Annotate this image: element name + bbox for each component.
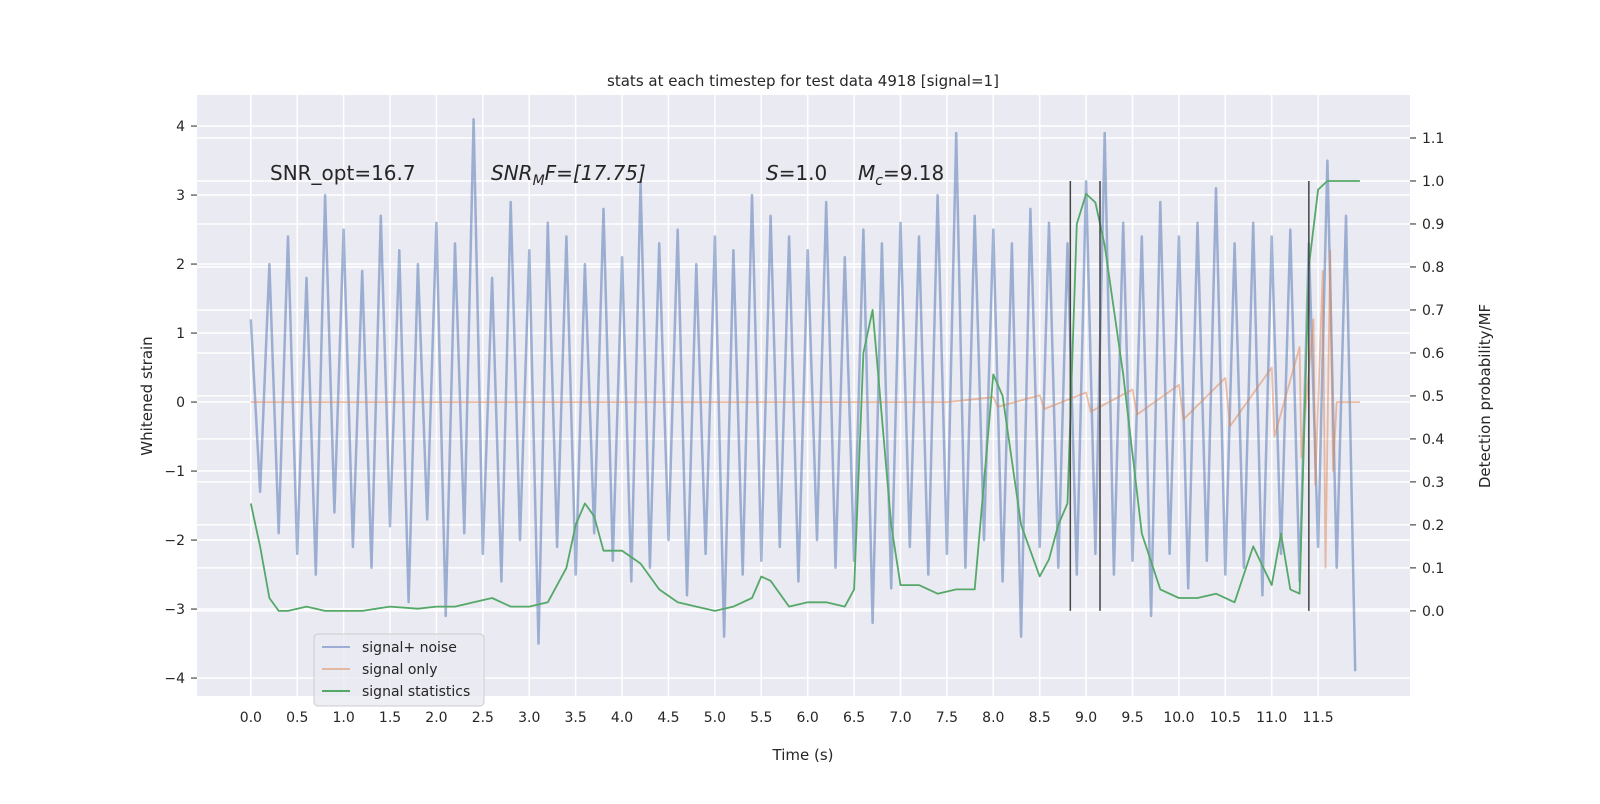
x-axis-label: Time (s) [772, 746, 834, 764]
y-tick-label: 3 [176, 188, 185, 204]
y2-tick-label: 0.3 [1422, 475, 1444, 491]
y-tick-label: 0 [176, 395, 185, 411]
y2-axis-label: Detection probability/MF [1476, 304, 1494, 488]
y2-tick-label: 0.8 [1422, 260, 1444, 276]
x-tick-label: 11.0 [1256, 710, 1287, 726]
x-tick-label: 9.0 [1075, 710, 1097, 726]
x-tick-label: 10.0 [1163, 710, 1194, 726]
annotation: Mc=9.18 [858, 161, 944, 189]
x-tick-label: 11.5 [1303, 710, 1334, 726]
legend-box [313, 633, 485, 707]
x-tick-label: 6.0 [797, 710, 819, 726]
annotation: SNR_opt=16.7 [270, 161, 416, 185]
x-tick-label: 7.0 [889, 710, 911, 726]
y2-tick-label: 0.1 [1422, 561, 1444, 577]
x-tick-label: 8.5 [1029, 710, 1051, 726]
y-tick-label: −1 [164, 464, 185, 480]
x-tick-label: 1.0 [333, 710, 355, 726]
annotation: S=1.0 [766, 161, 827, 185]
y2-tick-label: 0.7 [1422, 303, 1444, 319]
x-tick-label: 8.0 [982, 710, 1004, 726]
y2-tick-label: 0.2 [1422, 518, 1444, 534]
series-line [249, 180, 1360, 612]
annotation-text: =1.0 [779, 161, 828, 185]
annotation-text: SNR [491, 161, 533, 185]
annotation-text: S [766, 161, 779, 185]
y-tick-label: 4 [176, 119, 185, 135]
y2-tick-label: 0.4 [1422, 432, 1444, 448]
x-tick-label: 3.0 [518, 710, 540, 726]
y2-tick-label: 1.1 [1422, 131, 1444, 147]
annotation-text: SNR_opt=16.7 [270, 161, 416, 185]
x-tick-label: 7.5 [936, 710, 958, 726]
x-tick-label: 6.5 [843, 710, 865, 726]
x-tick-label: 5.0 [704, 710, 726, 726]
y-tick-label: −4 [164, 671, 185, 687]
series-line [249, 117, 1357, 672]
x-tick-label: 2.5 [472, 710, 494, 726]
y-tick-label: −3 [164, 602, 185, 618]
x-tick-label: 0.0 [240, 710, 262, 726]
x-tick-label: 3.5 [565, 710, 587, 726]
x-tick-label: 0.5 [286, 710, 308, 726]
y2-tick-label: 0.6 [1422, 346, 1444, 362]
x-tick-label: 2.0 [425, 710, 447, 726]
y-tick-label: 2 [176, 257, 185, 273]
x-tick-label: 5.5 [750, 710, 772, 726]
annotation-text: =9.18 [883, 161, 944, 185]
x-tick-label: 9.5 [1121, 710, 1143, 726]
y2-tick-label: 0.0 [1422, 604, 1444, 620]
legend-label: signal only [362, 662, 437, 678]
x-tick-label: 1.5 [379, 710, 401, 726]
annotation-text: F=[17.75] [545, 161, 646, 185]
x-tick-label: 4.0 [611, 710, 633, 726]
annotation: SNRMF=[17.75] [491, 161, 646, 189]
y2-tick-label: 1.0 [1422, 174, 1444, 190]
annotation-sub: M [533, 173, 545, 189]
annotation-sub: c [875, 173, 883, 189]
y-tick-label: −2 [164, 533, 185, 549]
y-tick-label: 1 [176, 326, 185, 342]
x-tick-label: 10.5 [1210, 710, 1241, 726]
legend-label: signal+ noise [362, 640, 457, 656]
y2-tick-label: 0.9 [1422, 217, 1444, 233]
chart-title: stats at each timestep for test data 491… [607, 72, 999, 90]
x-tick-label: 4.5 [657, 710, 679, 726]
y-axis-label: Whitened strain [138, 336, 156, 455]
series-line [250, 249, 1360, 569]
annotation-text: M [858, 161, 875, 185]
legend-label: signal statistics [362, 684, 470, 700]
y2-tick-label: 0.5 [1422, 389, 1444, 405]
